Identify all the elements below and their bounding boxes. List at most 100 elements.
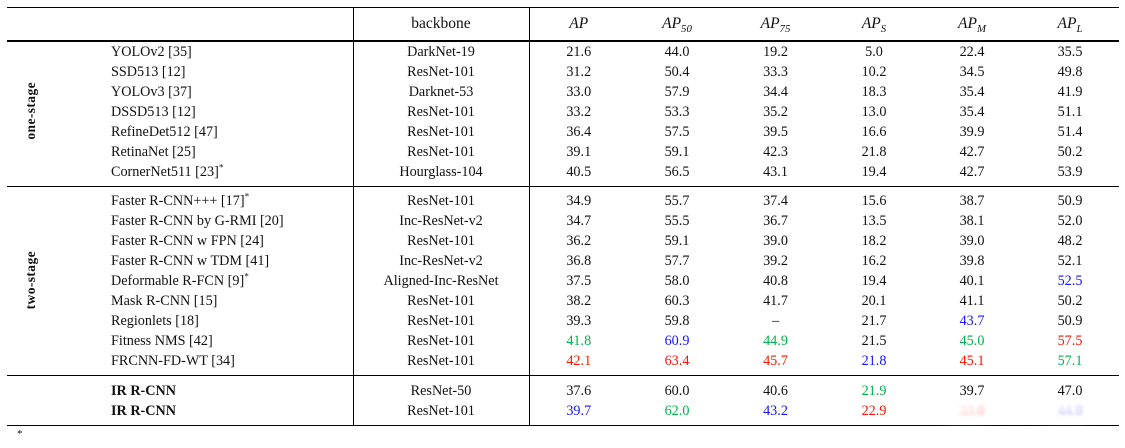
group-label-one-stage: one-stage — [7, 41, 55, 187]
results-table: backbone AP AP50 AP75 APS APM APL one-stage YOL… — [7, 7, 1121, 427]
col-header-subscript: L — [1076, 23, 1083, 36]
cell-ap5050: 63.4 — [664, 353, 690, 369]
backbone-name: ResNet-101 — [353, 122, 530, 142]
cell-apsS: 16.6 — [861, 124, 887, 140]
cell-aplL: 48.2 — [1057, 233, 1083, 249]
col-header-subscript: M — [976, 23, 986, 36]
col-header-subscript: S — [880, 23, 887, 36]
cell-ap5050: 59.8 — [664, 313, 690, 329]
cell-apsS: 13.0 — [861, 104, 887, 120]
cell-apmM: 45.0 — [959, 333, 985, 349]
cell-apmM: 41.1 — [959, 293, 985, 309]
col-header-label: AP — [662, 15, 682, 32]
cell-aplL: 57.5 — [1057, 333, 1083, 349]
cell-ap: 40.5 — [566, 164, 592, 180]
cell-ap7575: 44.9 — [763, 333, 788, 349]
cell-ap5050: 60.0 — [628, 375, 726, 401]
col-header-apl: APL — [1021, 7, 1119, 42]
cell-apmM: 39.0 — [959, 233, 985, 249]
cell-ap: 41.8 — [566, 333, 592, 349]
cell-ap7575: 37.4 — [726, 186, 825, 211]
backbone-name: ResNet-101 — [353, 331, 530, 351]
cell-ap7575: 39.5 — [763, 124, 788, 140]
cell-ap: 31.2 — [566, 64, 592, 80]
cell-ap5050: 57.5 — [664, 124, 690, 140]
table-row: two-stage Faster R-CNN+++ [17]* ResNet-101… — [7, 186, 1119, 376]
cell-ap: 37.5 — [566, 273, 592, 289]
cell-ap5050: 44.0 — [664, 44, 690, 60]
cell-apmM: 42.7 — [959, 164, 985, 180]
cell-apmM: 35.4 — [959, 84, 985, 100]
cell-apmM: 38.7 — [923, 186, 1021, 211]
cell-ap5050: 57.9 — [664, 84, 690, 100]
cell-aplL: 50.9 — [1057, 313, 1083, 329]
cell-ap5050: 53.3 — [664, 104, 690, 120]
cell-apsS: 5.0 — [865, 44, 883, 60]
table-row: FRCNN-FD-WT [34] ResNet-101 42.1 63.4 45.7 21… — [7, 351, 1119, 376]
col-header-apm: APM — [923, 7, 1021, 42]
cell-apsS: 19.4 — [861, 164, 887, 180]
cell-ap7575: 42.3 — [763, 144, 788, 160]
backbone-name: Inc-ResNet-v2 — [353, 211, 530, 231]
method-name: Mask R-CNN [15] — [55, 291, 354, 311]
cell-ap7575: 39.0 — [763, 233, 788, 249]
cell-ap: 39.7 — [566, 403, 592, 419]
table-row: YOLOv3 [37] Darknet-53 33.0 57.9 34.4 18.3 35.… — [7, 82, 1119, 102]
table-body: one-stage YOLOv2 [35] DarkNet-19 21.6 44.0 19… — [7, 41, 1121, 427]
cell-ap5050: 59.1 — [664, 233, 690, 249]
cell-apsS: 21.8 — [861, 353, 887, 369]
method-name: Faster R-CNN w TDM [41] — [55, 251, 354, 271]
col-header-label: AP — [861, 15, 881, 32]
cell-ap5050: 62.0 — [664, 403, 690, 419]
cell-apsS: 16.2 — [861, 253, 887, 269]
col-header-ap75: AP75 — [726, 7, 825, 42]
table-row: one-stage YOLOv2 [35] DarkNet-19 21.6 44.0 19… — [7, 41, 1119, 140]
cell-ap5050: 56.5 — [664, 164, 690, 180]
table-row: SSD513 [12] ResNet-101 31.2 50.4 33.3 10.2 34.… — [7, 62, 1119, 82]
cell-ap: 39.1 — [566, 144, 592, 160]
cell-aplL: 50.9 — [1021, 186, 1119, 211]
cell-apmM: 38.1 — [959, 213, 985, 229]
method-name: YOLOv2 [35] — [55, 41, 354, 62]
cell-ap7575: 39.2 — [763, 253, 788, 269]
cell-ap5050: 55.5 — [664, 213, 690, 229]
header-row: backbone AP AP50 AP75 APS APM APL — [7, 7, 1119, 42]
cell-aplL: 57.1 — [1057, 353, 1083, 369]
header-blank — [7, 7, 354, 42]
cell-ap: 37.6 — [529, 375, 628, 401]
footnote-marker: * — [17, 428, 23, 440]
backbone-name: ResNet-101 — [353, 231, 530, 251]
cell-aplL: 51.1 — [1057, 104, 1083, 120]
backbone-name: ResNet-101 — [353, 401, 530, 426]
col-header-ap: AP — [529, 7, 628, 42]
col-header-label: AP — [958, 15, 977, 32]
cell-apmM: 35.4 — [959, 104, 985, 120]
method-name: RefineDet512 [47] — [55, 122, 354, 142]
table-row: IR R-CNN ResNet-50 37.6 60.0 40.6 21.9 39.7 47.… — [7, 375, 1119, 426]
cell-ap7575: 43.1 — [763, 164, 788, 180]
cell-apmM: 39.7 — [923, 375, 1021, 401]
cell-aplL: 44.0 — [1019, 399, 1121, 427]
col-header-backbone: backbone — [353, 7, 530, 42]
cell-ap7575: – — [771, 313, 780, 329]
cell-apmM: 39.9 — [959, 124, 985, 140]
cell-apmM: 39.8 — [959, 253, 985, 269]
method-name: IR R-CNN — [55, 401, 354, 426]
cell-apsS: 22.9 — [861, 403, 887, 419]
cell-aplL: 47.0 — [1021, 375, 1119, 401]
cell-apsS: 18.2 — [861, 233, 887, 249]
cell-apsS: 15.6 — [825, 186, 923, 211]
backbone-name: Darknet-53 — [353, 82, 530, 102]
method-name: CornerNet511 [23]* — [55, 162, 354, 187]
cell-ap7575: 33.3 — [763, 64, 788, 80]
cell-aplL: 52.5 — [1057, 273, 1083, 289]
cell-apsS: 19.4 — [861, 273, 887, 289]
cell-ap: 38.2 — [566, 293, 592, 309]
group-label-ours — [7, 375, 55, 426]
method-name: Faster R-CNN by G-RMI [20] — [55, 211, 354, 231]
col-header-ap50: AP50 — [628, 7, 726, 42]
cell-ap: 33.2 — [566, 104, 592, 120]
cell-ap: 36.4 — [566, 124, 592, 140]
table-row: Deformable R-FCN [9]* Aligned-Inc-ResNet 3… — [7, 271, 1119, 291]
